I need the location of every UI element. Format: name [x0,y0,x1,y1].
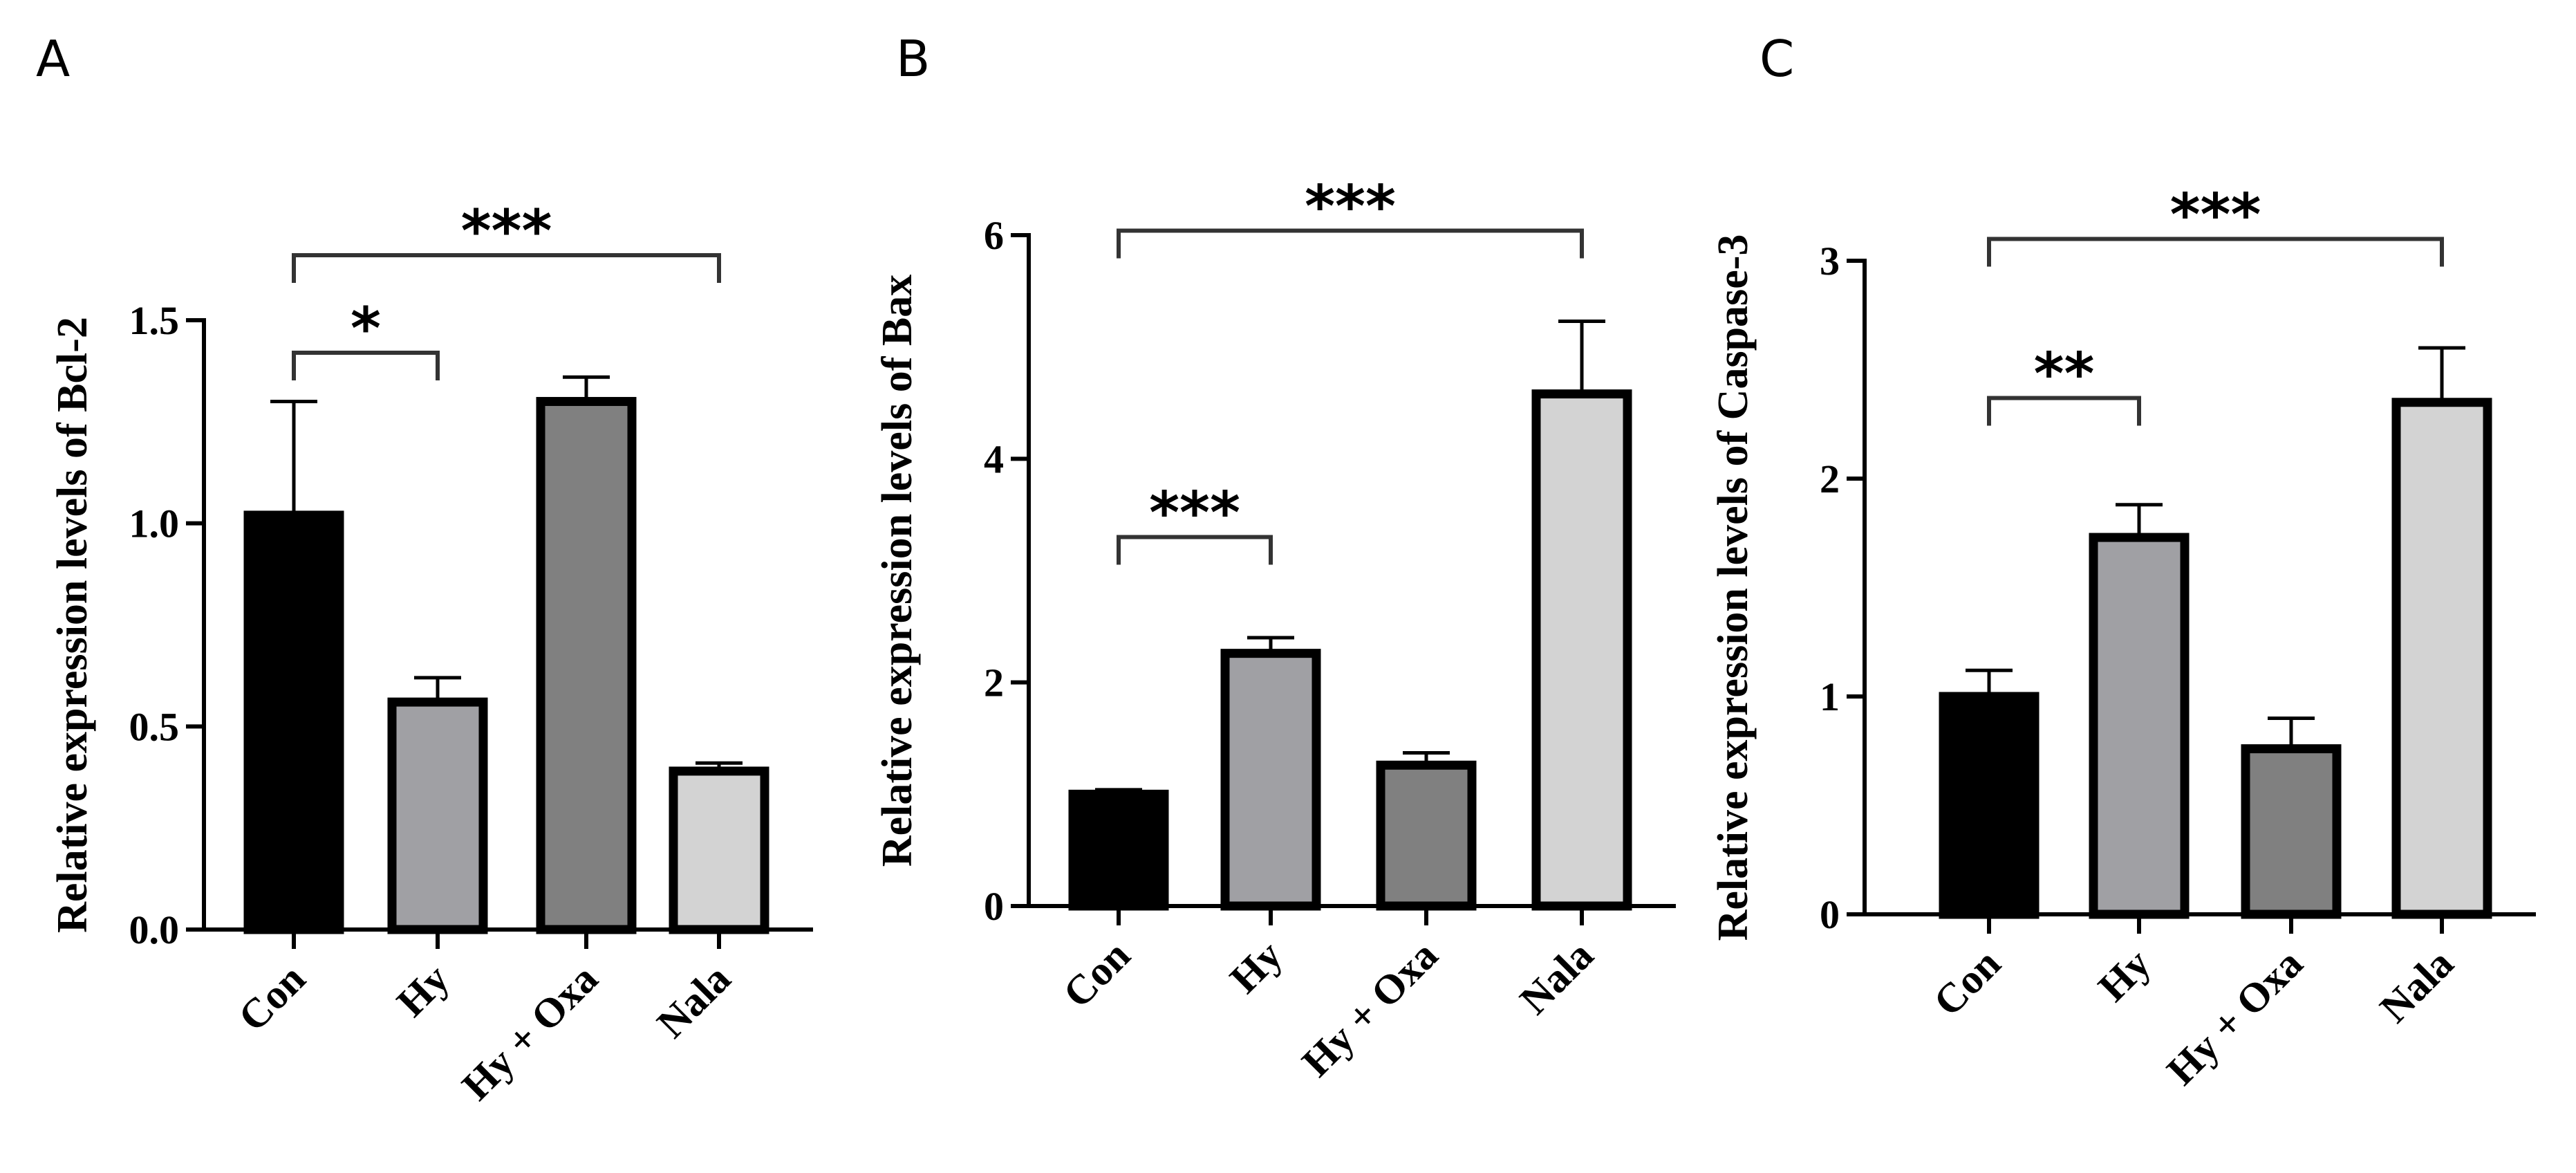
x-tick-label: Hy + Oxa [1293,932,1446,1086]
significance-bracket [292,350,440,380]
panel-letter: C [1760,30,1794,88]
bar-hy [2089,533,2190,919]
bar-con [1939,692,2040,919]
x-tick-label: Nala [648,956,740,1047]
x-tick-label: Hy [2089,941,2159,1010]
x-tick-label: Hy [388,956,458,1026]
panel-letter: B [896,30,930,88]
bar-nala [1531,389,1632,911]
panel-letter: A [36,30,70,88]
y-tick-label: 0 [1820,892,1840,937]
y-tick-label: 0.0 [129,907,180,952]
significance-bracket [292,253,721,284]
y-tick-label: 2 [1820,456,1840,501]
y-tick-label: 4 [984,436,1004,481]
x-tick-label: Hy + Oxa [2158,941,2311,1094]
panel-b: B 0 2 4 6 Con Hy Hy + Oxa Nala Relative expressio… [874,30,1676,1085]
bar-con [243,510,344,934]
y-axis-label: Relative expression levels of Caspase-3 [1710,234,1757,941]
y-axis-label: Relative expression levels of Bax [874,275,921,867]
bar-hy-oxa [2241,744,2342,919]
bar-nala [669,766,769,934]
significance-bracket [1987,237,2444,267]
x-tick-label: Nala [1511,932,1603,1024]
y-tick-label: 2 [984,661,1004,705]
x-tick-label: Con [1054,932,1139,1017]
significance-bracket [1117,228,1584,259]
y-tick-label: 6 [984,213,1004,258]
significance-label: *** [461,197,552,265]
bar-hy-oxa [1376,760,1477,911]
x-tick-label: Con [230,956,314,1040]
y-tick-label: 0.5 [129,704,180,749]
significance-bracket [1117,535,1273,565]
x-tick-label: Hy [1221,932,1291,1002]
x-tick-label: Con [1925,941,2009,1025]
y-tick-label: 1.0 [129,501,180,546]
significance-label: *** [1305,173,1396,241]
y-tick-label: 1.5 [129,298,180,343]
bar-hy-oxa [536,396,637,934]
bar-hy [387,697,488,934]
y-tick-label: 1 [1820,674,1840,719]
y-tick-label: 0 [984,884,1004,929]
x-tick-label: Hy + Oxa [453,956,606,1109]
bar-nala [2391,398,2492,919]
x-tick-label: Nala [2371,941,2463,1032]
significance-bracket [1987,396,2141,426]
significance-label: ** [2034,340,2095,407]
significance-label: *** [1149,479,1240,547]
bar-con [1068,789,1169,911]
significance-label: * [351,295,381,362]
bar-hy [1220,649,1321,911]
y-tick-label: 3 [1820,239,1840,284]
y-axis-label: Relative expression levels of Bcl-2 [49,317,96,933]
significance-label: *** [2170,181,2261,249]
